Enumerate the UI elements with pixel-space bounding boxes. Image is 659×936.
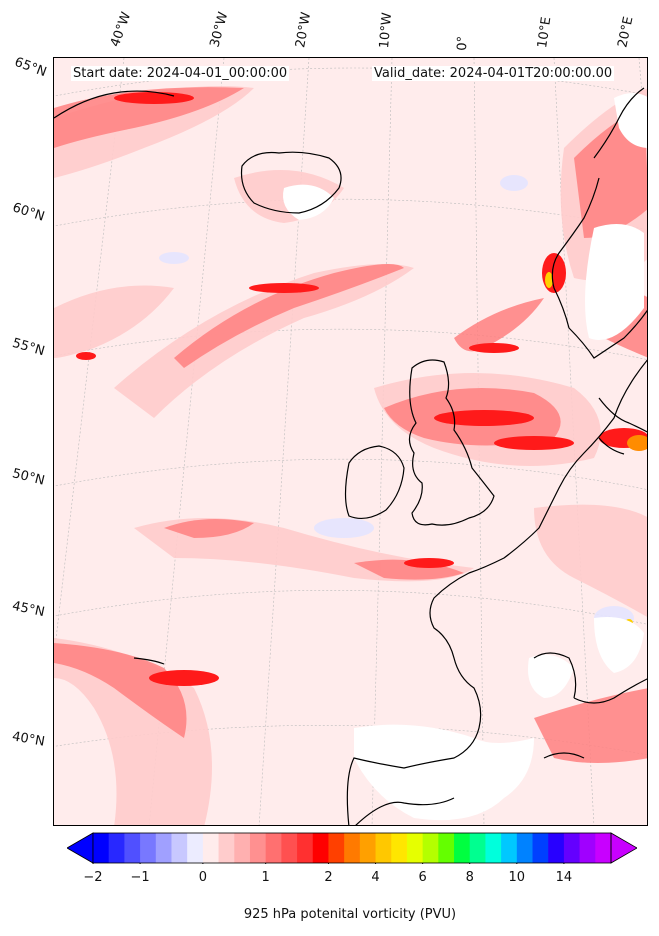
colorbar-tick-label: −1 xyxy=(130,870,150,885)
colorbar-tick-label: 1 xyxy=(261,870,270,885)
colorbar-swatch xyxy=(485,833,502,863)
colorbar-swatch xyxy=(297,833,314,863)
colorbar-swatch xyxy=(249,833,267,863)
lon-label-20w: 20°W xyxy=(293,11,315,50)
lon-label-20e: 20°E xyxy=(615,15,637,50)
colorbar-swatch xyxy=(312,833,329,863)
ireland-coast xyxy=(344,445,405,520)
colorbar-swatch xyxy=(454,833,471,863)
colorbar-swatch xyxy=(422,833,439,863)
colorbar-swatch xyxy=(548,833,565,863)
lat-label-45n: 45°N xyxy=(10,598,46,621)
colorbar-swatch xyxy=(108,833,125,863)
colorbar-swatch xyxy=(579,833,596,863)
colorbar-max-extend xyxy=(610,832,637,864)
lat-label-40n: 40°N xyxy=(10,729,46,750)
colorbar-swatch xyxy=(532,833,549,863)
lon-label-0: 0° xyxy=(455,35,471,51)
colorbar-swatch xyxy=(93,833,110,863)
colorbar-tick-label: 4 xyxy=(371,870,380,885)
continental-coast xyxy=(346,359,647,825)
colorbar-label: 925 hPa potenital vorticity (PVU) xyxy=(243,907,457,922)
colorbar-tick-label: 8 xyxy=(465,870,474,885)
lat-label-50n: 50°N xyxy=(10,466,47,489)
colorbar-swatch xyxy=(140,833,157,863)
colorbar-swatch xyxy=(218,833,235,863)
map-panel xyxy=(53,57,648,826)
colorbar-swatch xyxy=(406,833,424,863)
colorbar-tick-label: 0 xyxy=(198,870,208,885)
colorbar-swatch xyxy=(469,833,486,863)
coastlines xyxy=(54,87,647,825)
colorbar-border xyxy=(92,832,612,864)
colorbar-swatch xyxy=(359,833,377,863)
lat-label-55n: 55°N xyxy=(10,335,47,360)
colorbar-swatch xyxy=(265,833,282,863)
colorbar-swatch xyxy=(202,833,220,863)
lon-label-30w: 30°W xyxy=(207,10,232,49)
colorbar-swatch xyxy=(155,833,172,863)
colorbar-tick-label: 14 xyxy=(555,870,573,885)
lat-label-60n: 60°N xyxy=(10,200,47,225)
iceland-coast xyxy=(240,151,342,214)
colorbar-swatch xyxy=(563,833,581,863)
lon-label-10w: 10°W xyxy=(377,11,396,49)
colorbar-swatch xyxy=(501,833,518,863)
masked-terrain-areas xyxy=(283,93,647,821)
colorbar xyxy=(67,832,637,864)
colorbar-swatch xyxy=(234,833,251,863)
colorbar-swatch xyxy=(281,833,298,863)
colorbar-tick-label: −2 xyxy=(83,870,103,885)
colorbar-swatch xyxy=(124,833,141,863)
colorbar-swatch xyxy=(375,833,392,863)
high-vorticity-hotspots xyxy=(469,272,647,744)
potential-vorticity-map xyxy=(54,58,647,825)
colorbar-swatch xyxy=(595,833,612,863)
colorbar-swatch xyxy=(391,833,408,863)
lon-label-10e: 10°E xyxy=(535,15,555,49)
colorbar-swatch xyxy=(187,833,204,863)
start-date-label: Start date: 2024-04-01_00:00:00 xyxy=(71,66,290,81)
colorbar-swatch xyxy=(344,833,361,863)
great-britain-coast xyxy=(408,359,495,526)
colorbar-swatch xyxy=(438,833,455,863)
scandinavia-coast xyxy=(551,87,647,359)
colorbar-swatch xyxy=(328,833,345,863)
colorbar-swatch xyxy=(171,833,188,863)
lat-label-65n: 65°N xyxy=(12,54,49,81)
colorbar-tick-label: 2 xyxy=(324,870,333,885)
colorbar-tick-label: 6 xyxy=(418,870,427,885)
valid-date-label: Valid_date: 2024-04-01T20:00:00.00 xyxy=(372,66,615,81)
colorbar-tick-label: 10 xyxy=(508,870,526,885)
colorbar-min-extend xyxy=(67,832,94,864)
colorbar-swatch xyxy=(516,833,534,863)
lon-label-40w: 40°W xyxy=(107,10,135,49)
